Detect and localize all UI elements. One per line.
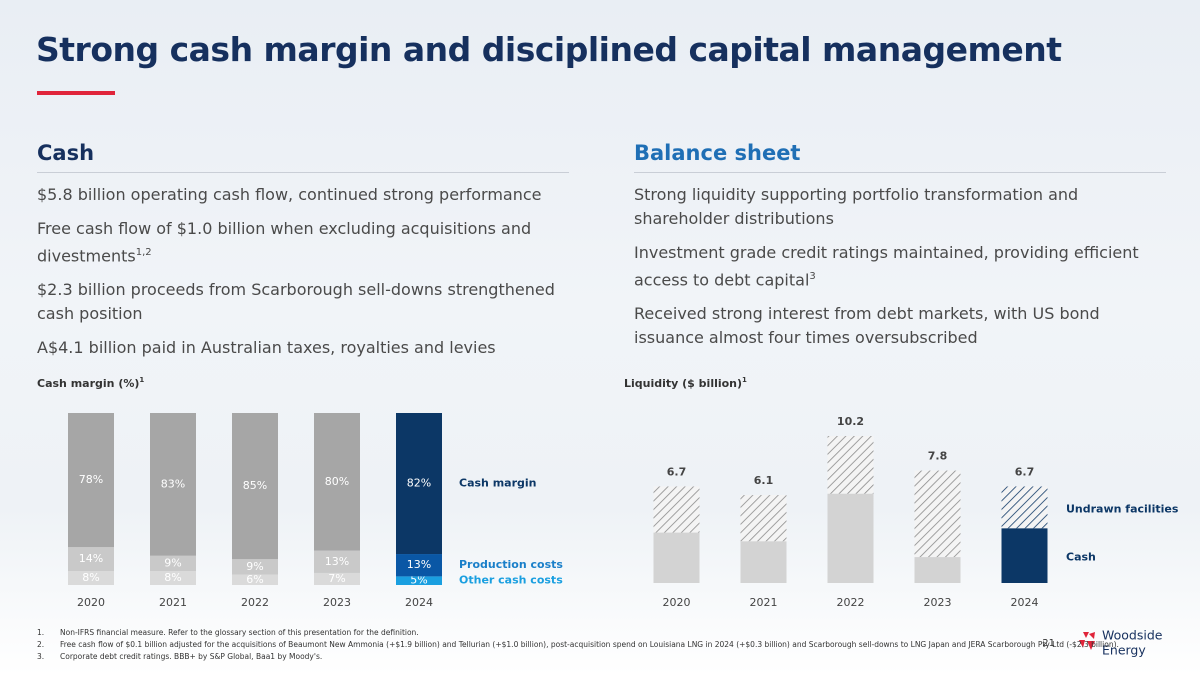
value-label: 78%	[79, 473, 103, 486]
legend-label: Cash	[1066, 551, 1096, 564]
total-label: 7.8	[928, 450, 948, 463]
axis-title-note: 1	[742, 376, 747, 384]
logo-icon	[1079, 632, 1095, 650]
title: Strong cash margin and disciplined capit…	[36, 30, 1062, 69]
bar-segment	[653, 532, 700, 583]
legend-label: Cash margin	[459, 477, 537, 490]
x-tick-label: 2024	[1011, 596, 1039, 609]
cash-column: Cash $5.8 billion operating cash flow, c…	[29, 138, 569, 360]
bar-segment	[68, 571, 114, 585]
value-label: 5%	[410, 574, 427, 587]
bullet: $5.8 billion operating cash flow, contin…	[37, 183, 569, 207]
total-label: 6.7	[667, 465, 687, 478]
value-label: 8%	[164, 571, 181, 584]
bar-segment	[232, 574, 278, 585]
text: $2.3 billion proceeds from Scarborough s…	[37, 280, 555, 324]
footnote: 1. Non-IFRS financial measure. Refer to t…	[37, 628, 419, 637]
bar-segment	[232, 413, 278, 560]
bar-segment	[914, 557, 961, 583]
bar-segment	[396, 413, 442, 555]
bar-segment	[232, 559, 278, 575]
axis-title: Cash margin (%)1	[37, 376, 144, 390]
total-label: 6.1	[754, 474, 774, 487]
total-label: 10.2	[837, 415, 864, 428]
note: 3	[809, 271, 816, 282]
x-tick-label: 2020	[77, 596, 105, 609]
bar-segment	[740, 541, 787, 583]
bullet: Free cash flow of $1.0 billion when excl…	[37, 217, 569, 268]
bar-segment	[1001, 486, 1048, 529]
value-label: 82%	[407, 477, 431, 490]
x-tick-label: 2024	[405, 596, 433, 609]
total-label: 6.7	[1015, 465, 1035, 478]
x-tick-label: 2023	[924, 596, 952, 609]
bar-segment	[396, 554, 442, 577]
bar-segment	[1001, 528, 1048, 583]
bar-segment	[314, 572, 360, 585]
logo-text: Energy	[1102, 643, 1146, 658]
text: Free cash flow of $1.0 billion when excl…	[37, 219, 532, 266]
note: 1,2	[135, 247, 152, 258]
bullet: $2.3 billion proceeds from Scarborough s…	[37, 278, 569, 326]
bullet: Investment grade credit ratings maintain…	[634, 241, 1166, 292]
value-label: 13%	[407, 558, 431, 571]
value-label: 7%	[328, 572, 345, 585]
legend-label: Undrawn facilities	[1066, 502, 1179, 515]
legend-label: Other cash costs	[459, 574, 563, 587]
x-tick-label: 2020	[663, 596, 691, 609]
x-tick-label: 2022	[837, 596, 865, 609]
text: Investment grade credit ratings maintain…	[634, 243, 1139, 290]
page-number: 21	[1042, 638, 1055, 649]
value-label: 85%	[243, 479, 267, 492]
bar-segment	[68, 547, 114, 572]
bar-segment	[396, 576, 442, 585]
bullet: A$4.1 billion paid in Australian taxes, …	[37, 336, 569, 360]
axis-title-text: Cash margin (%)	[37, 377, 139, 390]
bar-segment	[150, 571, 196, 585]
axis-title: Liquidity ($ billion)1	[624, 376, 747, 390]
value-label: 9%	[246, 560, 263, 573]
bar-segment	[827, 493, 874, 583]
accent-rule	[37, 91, 115, 95]
heading: Balance sheet	[634, 138, 1166, 173]
legend-label: Production costs	[459, 558, 563, 571]
bar-segment	[740, 495, 787, 542]
value-label: 6%	[246, 573, 263, 586]
bar-segment	[827, 436, 874, 494]
text: A$4.1 billion paid in Australian taxes, …	[37, 338, 496, 358]
footnote: 2. Free cash flow of $0.1 billion adjuste…	[37, 640, 1119, 649]
heading: Cash	[37, 138, 569, 173]
text: Strong liquidity supporting portfolio tr…	[634, 185, 1079, 228]
bar-segment	[150, 555, 196, 572]
value-label: 14%	[79, 552, 103, 565]
x-tick-label: 2023	[323, 596, 351, 609]
balance-column: Balance sheet Strong liquidity supportin…	[626, 138, 1166, 350]
bullet: Strong liquidity supporting portfolio tr…	[634, 183, 1166, 231]
axis-title-note: 1	[139, 376, 144, 384]
bullet: Received strong interest from debt marke…	[634, 302, 1166, 350]
x-tick-label: 2021	[750, 596, 778, 609]
x-tick-label: 2022	[241, 596, 269, 609]
footnote: 3. Corporate debt credit ratings. BBB+ by…	[37, 652, 323, 661]
value-label: 13%	[325, 555, 349, 568]
axis-title-text: Liquidity ($ billion)	[624, 377, 742, 390]
bar-segment	[68, 413, 114, 548]
value-label: 80%	[325, 475, 349, 488]
text: $5.8 billion operating cash flow, contin…	[37, 185, 542, 204]
text: Received strong interest from debt marke…	[634, 304, 1100, 348]
bar-segment	[150, 413, 196, 556]
bar-segment	[914, 470, 961, 558]
bar-segment	[314, 413, 360, 551]
bar-segment	[314, 550, 360, 573]
value-label: 83%	[161, 477, 185, 490]
bar-segment	[653, 486, 700, 533]
value-label: 8%	[82, 571, 99, 584]
x-tick-label: 2021	[159, 596, 187, 609]
logo-text: Woodside	[1102, 628, 1163, 643]
value-label: 9%	[164, 557, 181, 570]
